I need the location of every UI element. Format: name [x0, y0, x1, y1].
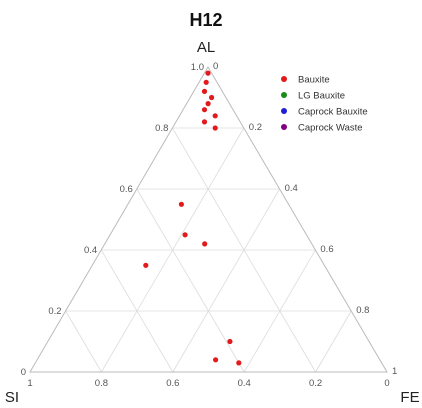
tick-label-fe: 0.2 — [249, 122, 262, 133]
data-point — [201, 88, 208, 94]
data-point — [212, 113, 218, 119]
data-point — [236, 360, 242, 366]
data-point — [212, 125, 218, 131]
legend-label: Bauxite — [298, 75, 330, 86]
tick-label-si: 0 — [384, 378, 389, 389]
tick-label-al: 0.4 — [84, 245, 97, 256]
tick-label-al: 0.8 — [155, 123, 168, 134]
tick-label-al: 0 — [21, 367, 26, 378]
grid-line-fe — [315, 310, 352, 373]
data-point — [182, 232, 188, 238]
tick-label-si: 0.8 — [95, 378, 108, 389]
axis-label-al: AL — [197, 39, 215, 56]
tick-label-si: 0.4 — [238, 378, 251, 389]
grid-line-fe — [172, 188, 280, 373]
series-group — [143, 70, 242, 366]
data-point — [178, 201, 184, 207]
tick-label-si: 0.6 — [166, 378, 179, 389]
grid-line-si — [100, 249, 174, 373]
tick-label-fe: 0.6 — [320, 244, 333, 255]
data-point — [201, 119, 208, 125]
legend-marker — [281, 108, 287, 114]
tick-label-fe: 1 — [392, 366, 397, 377]
data-point — [227, 338, 233, 345]
tick-label-fe: 0.4 — [285, 183, 298, 194]
legend-item[interactable]: LG Bauxite — [281, 91, 345, 102]
data-point — [209, 94, 215, 101]
data-point — [205, 70, 211, 76]
data-point — [203, 79, 209, 85]
axis-label-si: SI — [5, 389, 19, 406]
legend-label: Caprock Waste — [298, 123, 363, 134]
grid-line-si — [65, 310, 102, 373]
data-point — [205, 101, 211, 107]
data-point — [213, 357, 219, 363]
axis-label-fe: FE — [400, 389, 419, 406]
tick-label-al: 0.6 — [120, 184, 133, 195]
ternary-frame — [29, 66, 388, 373]
grid-line-fe — [243, 249, 316, 373]
legend-item[interactable]: Caprock Waste — [281, 123, 363, 134]
tick-label-si: 1 — [27, 378, 32, 389]
legend-label: LG Bauxite — [298, 91, 345, 102]
chart-title: H12 — [189, 10, 222, 30]
legend-marker — [281, 124, 287, 130]
data-point — [202, 241, 208, 247]
data-point — [201, 107, 208, 113]
tick-labels: 0 0.2 0.4 0.6 0.8 1.0 1 0.8 0.6 0.4 0.2 0 0 0.2 0.4 0.6… — [21, 61, 398, 389]
tick-label-fe: 0 — [213, 61, 218, 72]
tick-label-si: 0.2 — [309, 378, 322, 389]
legend-item[interactable]: Caprock Bauxite — [281, 107, 368, 118]
legend[interactable]: Bauxite LG Bauxite Caprock Bauxite Caprock … — [281, 75, 368, 134]
legend-marker — [281, 76, 287, 82]
grid-line-si — [136, 188, 245, 373]
legend-marker — [281, 92, 287, 98]
tick-label-al: 1.0 — [191, 62, 204, 73]
data-point — [143, 262, 149, 268]
tick-label-fe: 0.8 — [356, 305, 369, 316]
legend-item[interactable]: Bauxite — [281, 75, 330, 86]
ternary-grid — [65, 127, 352, 373]
tick-label-al: 0.2 — [48, 306, 61, 317]
legend-label: Caprock Bauxite — [298, 107, 368, 118]
data-points — [143, 70, 242, 366]
